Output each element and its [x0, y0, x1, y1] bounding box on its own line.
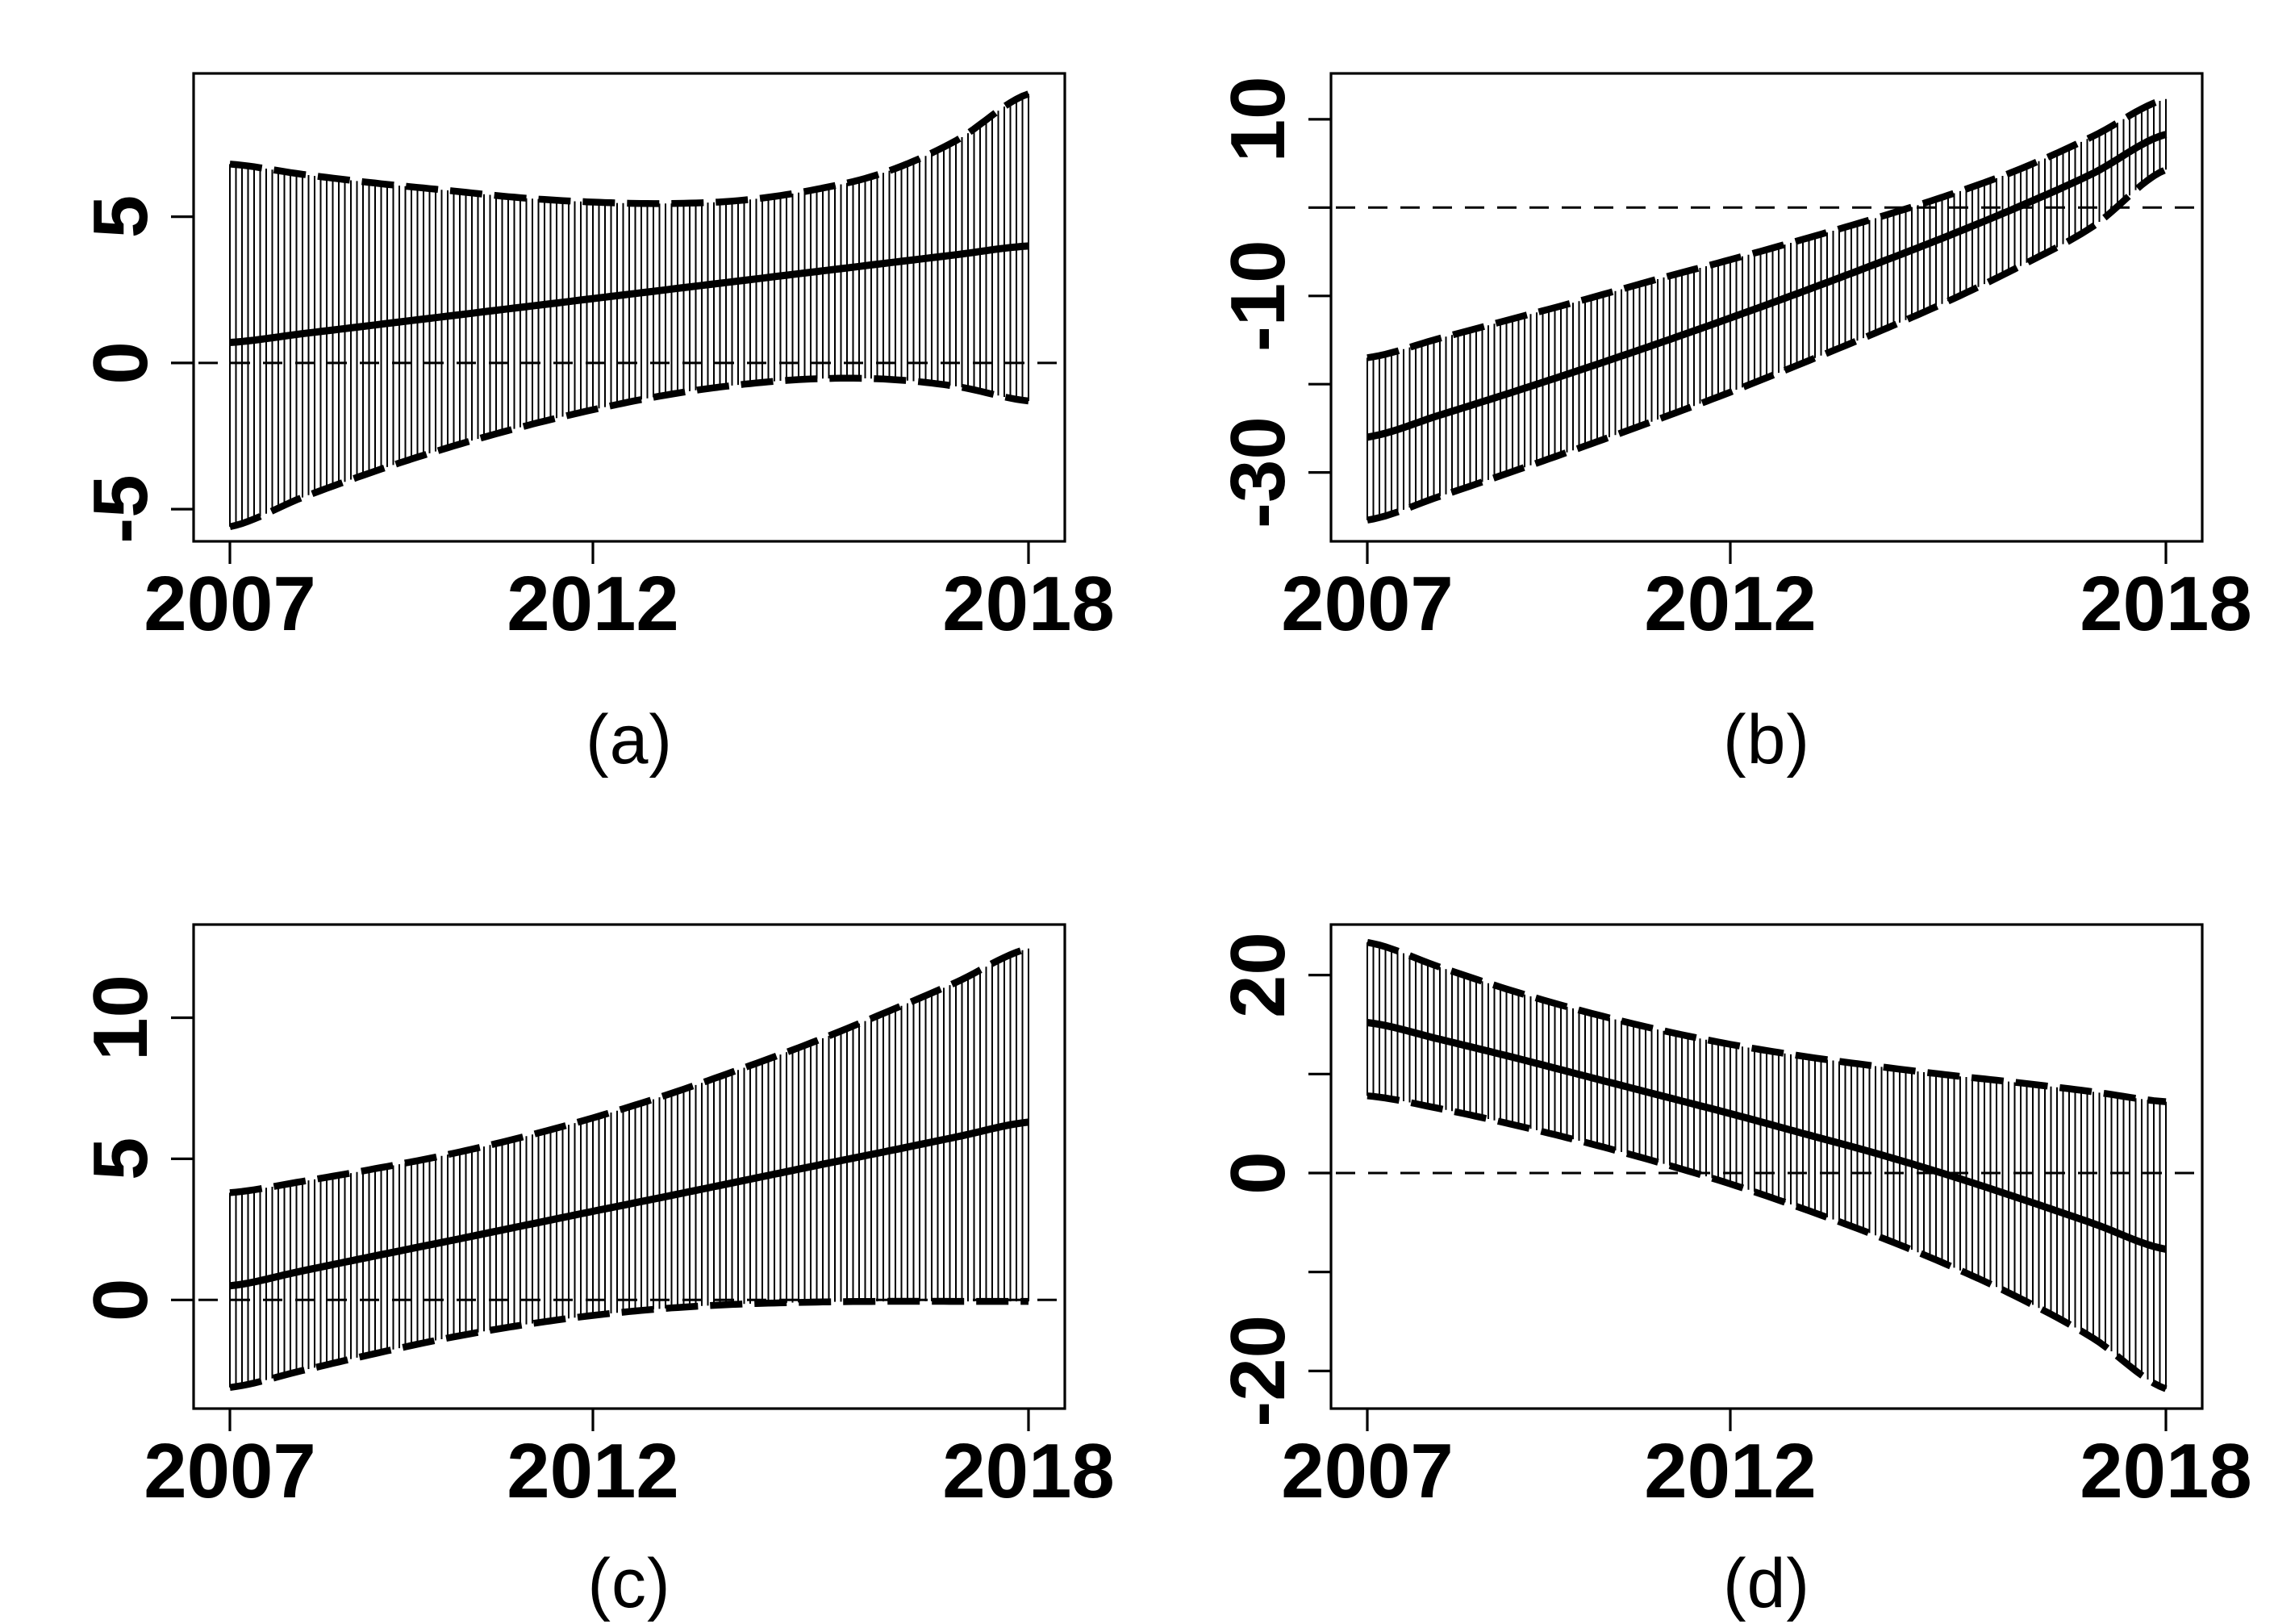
panel-c: 2007 2012 2018 0 5 10 (c) — [32, 812, 1169, 1622]
panel-d: 2007 2012 2018 -20 0 20 (d) — [1170, 812, 2274, 1622]
y-tick-label: 5 — [77, 1138, 164, 1180]
lower-ci-line — [229, 1297, 1029, 1392]
panel-c-caption: (c) — [587, 1545, 671, 1622]
y-tick-label: -30 — [1215, 416, 1301, 528]
x-tick-label: 2007 — [1281, 561, 1454, 647]
estimate-line — [229, 242, 1029, 346]
estimate-line — [1366, 1019, 2167, 1253]
plot-box — [192, 923, 1066, 1410]
x-tick-label: 2012 — [507, 1428, 679, 1514]
y-tick-label: -10 — [1215, 240, 1301, 352]
y-tick-label: -5 — [77, 474, 164, 543]
lower-ci-line — [1366, 166, 2168, 524]
y-tick-label: 20 — [1215, 932, 1301, 1018]
panel-b-plot: 2007 2012 2018 -30 -10 10 — [1215, 72, 2252, 647]
panel-d-plot: 2007 2012 2018 -20 0 20 — [1215, 923, 2252, 1514]
y-tick-label: 0 — [77, 341, 164, 384]
panel-a-plot: 2007 2012 2018 -5 0 5 — [77, 72, 1115, 647]
estimate-line — [1366, 131, 2168, 441]
panel-a-caption: (a) — [585, 701, 674, 779]
panel-d-caption: (d) — [1722, 1545, 1811, 1622]
x-tick-label: 2018 — [2080, 561, 2252, 647]
upper-ci-line — [229, 90, 1030, 207]
lower-ci-line — [229, 374, 1029, 531]
x-tick-label: 2007 — [144, 1428, 316, 1514]
x-tick-label: 2018 — [942, 561, 1115, 647]
x-tick-label: 2012 — [507, 561, 679, 647]
plot-box — [1329, 923, 2204, 1410]
upper-ci-line — [1366, 95, 2168, 361]
upper-ci-line — [1366, 938, 2167, 1105]
ci-hatch-bars — [1366, 942, 2167, 1389]
panel-a: 2007 2012 2018 -5 0 5 (a) — [32, 13, 1169, 811]
plot-box — [1329, 72, 2204, 543]
ci-hatch-bars — [1366, 98, 2167, 520]
ci-hatch-bars — [229, 948, 1029, 1388]
lower-ci-line — [1366, 1092, 2168, 1392]
x-tick-label: 2012 — [1644, 1428, 1817, 1514]
x-tick-label: 2007 — [1281, 1428, 1454, 1514]
estimate-line — [229, 1118, 1029, 1290]
y-tick-label: 10 — [1215, 77, 1301, 163]
x-tick-label: 2012 — [1644, 561, 1817, 647]
panel-c-plot: 2007 2012 2018 0 5 10 — [77, 923, 1115, 1514]
panel-b-caption: (b) — [1722, 701, 1811, 779]
y-tick-label: -20 — [1215, 1315, 1301, 1427]
ci-hatch-bars — [229, 94, 1029, 527]
x-tick-label: 2018 — [942, 1428, 1115, 1514]
x-tick-label: 2018 — [2080, 1428, 2252, 1514]
upper-ci-line — [229, 945, 1030, 1196]
plot-box — [192, 72, 1066, 543]
y-tick-label: 10 — [77, 975, 164, 1061]
y-tick-label: 0 — [77, 1279, 164, 1321]
panel-b: 2007 2012 2018 -30 -10 10 (b) — [1170, 13, 2274, 811]
y-tick-label: 5 — [77, 195, 164, 238]
x-tick-label: 2007 — [144, 561, 316, 647]
y-tick-label: 0 — [1215, 1151, 1301, 1194]
